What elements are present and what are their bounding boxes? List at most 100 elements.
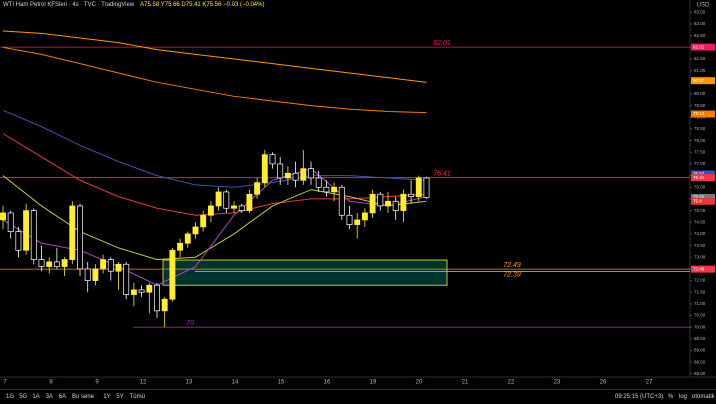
price-label-bg (691, 174, 715, 182)
x-tick-label: 19 (370, 380, 377, 386)
candle-body (277, 163, 284, 179)
candle-body (331, 186, 338, 193)
toolbar-item[interactable]: 1G (6, 394, 15, 400)
candle-body (138, 289, 145, 293)
toolbar-item[interactable]: 6A (58, 394, 67, 400)
candle-body (385, 200, 391, 207)
price-label-bg (691, 170, 715, 178)
candle-body (146, 284, 153, 293)
candle-body (323, 186, 330, 193)
x-tick-label: 23 (554, 380, 561, 386)
x-tick-label: 7 (3, 380, 7, 386)
level-label: 76.41 (433, 171, 451, 178)
x-tick-label: 26 (600, 380, 607, 386)
price-label-bg (691, 197, 715, 205)
y-tick-label: 79.50 (694, 103, 706, 108)
candle-body (107, 259, 114, 272)
y-tick-label: 74.50 (694, 219, 706, 224)
candle-body (77, 205, 83, 270)
chart: USD 68.00 68.50 69.00 69.50 70.00 70.50 71.00 7… (0, 0, 716, 386)
candle-body (161, 298, 168, 312)
y-tick-label: 76.00 (694, 184, 706, 189)
ohlc: A75.58 Y75.66 D75.41 K75.56 −0.03 (−0.04… (140, 2, 265, 8)
candle-body (92, 268, 99, 281)
candle-body (123, 263, 130, 295)
candle-body (184, 233, 191, 244)
candle-body (292, 172, 299, 181)
x-tick-label: 12 (140, 380, 147, 386)
header: WTI Ham Petrol KFSleri · 4s · TVC · Trad… (3, 2, 270, 8)
toolbar-item[interactable]: log (679, 394, 688, 400)
candle-body (400, 193, 407, 211)
toolbar-item[interactable]: 1A (32, 394, 40, 400)
y-tick-label: 68.50 (694, 359, 706, 364)
price-label: 76.57 (693, 171, 705, 176)
candle-body (246, 193, 253, 211)
x-tick-label: 14 (232, 380, 239, 386)
y-tick-label: 69.50 (694, 336, 706, 341)
candle-body (269, 154, 276, 165)
price-label: 79.14 (693, 111, 705, 116)
level-label: 72.49 (503, 262, 521, 269)
y-tick-label: 77.00 (694, 161, 706, 166)
y-tick-label: 69.00 (694, 348, 706, 353)
y-tick-label: 74.00 (694, 231, 706, 236)
x-tick-label: 21 (462, 380, 469, 386)
candle-body (30, 210, 37, 260)
toolbar: 1G 5G 1A 3A 6A Bu sene 1Y 5Y Tümü 09:25:15 (UTC+3… (0, 389, 716, 404)
candle-body (61, 259, 68, 267)
candle-body (423, 177, 430, 198)
y-tick-label: 83.00 (694, 21, 706, 26)
level-label: 82.01 (433, 40, 451, 47)
x-tick-label: 20 (416, 380, 423, 386)
candle-body (53, 261, 60, 267)
y-tick-label: 78.00 (694, 138, 706, 143)
moving-average (2, 109, 427, 188)
toolbar-item[interactable]: otomatik (692, 394, 715, 400)
currency: USD (697, 3, 710, 9)
candle-body (207, 205, 214, 216)
candle-body (192, 226, 199, 235)
price-label-bg (691, 77, 715, 85)
toolbar-item[interactable]: % (668, 394, 674, 400)
candle-body (169, 249, 176, 300)
candle-body (215, 191, 222, 207)
price-label: 76.41 (693, 175, 705, 180)
level-label: 72.39 (503, 271, 521, 278)
y-tick-label: 82.50 (694, 33, 706, 38)
candle-body (392, 200, 399, 211)
candle-body (154, 284, 160, 312)
candle-body (223, 191, 230, 209)
toolbar-item[interactable]: Tümü (129, 394, 145, 400)
candle-body (23, 210, 30, 251)
candle-body (361, 212, 368, 221)
x-tick-label: 22 (508, 380, 515, 386)
candle-body (100, 259, 107, 270)
candle-body (200, 214, 207, 228)
candle-body (7, 212, 14, 232)
y-tick-label: 70.50 (694, 313, 706, 318)
price-label: 75.56 (693, 195, 705, 200)
toolbar-item[interactable]: 3A (45, 394, 53, 400)
candle-body (369, 193, 376, 214)
y-tick-label: 80.00 (694, 91, 706, 96)
price-label: 80.57 (693, 78, 705, 83)
x-tick-label: 27 (646, 380, 653, 386)
toolbar-item[interactable]: 5G (19, 394, 28, 400)
x-tick-label: 15 (278, 380, 285, 386)
candle-body (130, 289, 137, 295)
toolbar-item[interactable]: 1Y (103, 394, 111, 400)
toolbar-item[interactable]: Bu sene (72, 394, 95, 400)
x-tick-label: 16 (324, 380, 331, 386)
candle-body (308, 168, 314, 179)
candle-body (338, 186, 345, 216)
toolbar-item[interactable]: 5Y (116, 394, 124, 400)
x-tick-label: 13 (186, 380, 193, 386)
candle-body (254, 182, 261, 195)
candle-body (415, 177, 422, 197)
y-tick-label: 78.50 (694, 126, 706, 131)
candle-body (46, 261, 53, 267)
toolbar-item[interactable]: 09:25:15 (UTC+3) (615, 394, 664, 400)
candle-body (15, 231, 22, 251)
